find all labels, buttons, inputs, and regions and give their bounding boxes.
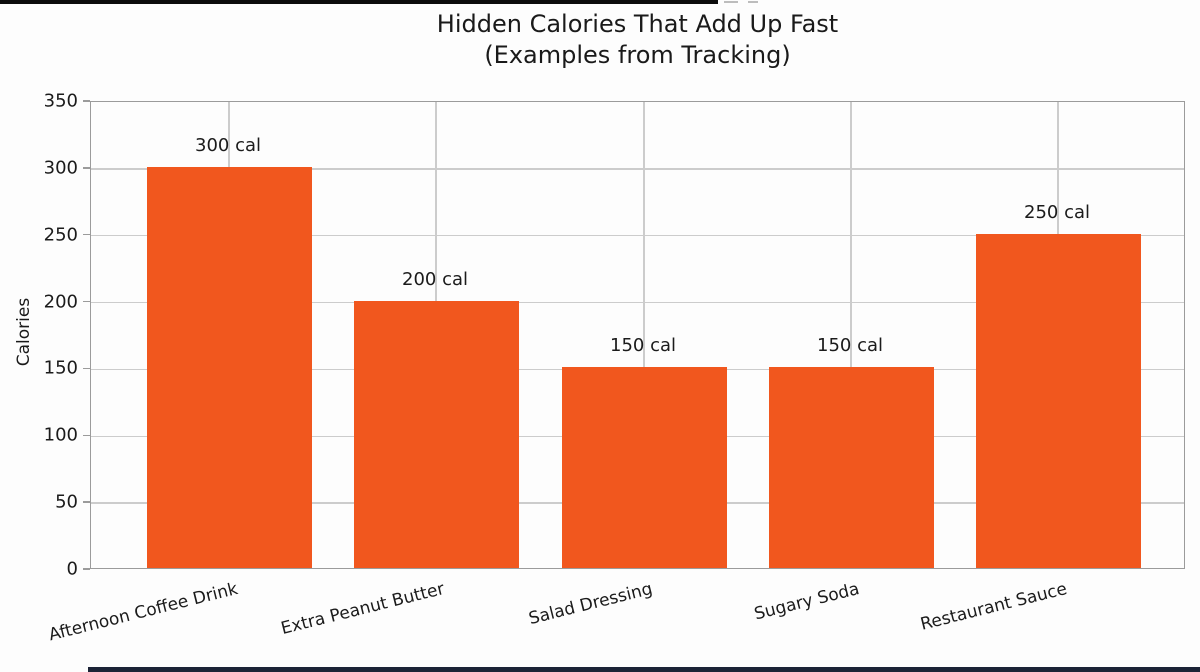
- y-tick-mark: [83, 100, 90, 102]
- x-tick-label: Afternoon Coffee Drink: [46, 579, 240, 646]
- bar: [353, 300, 519, 568]
- bar: [768, 367, 934, 568]
- x-tick-label: Sugary Soda: [752, 579, 862, 625]
- chart-title-line2: (Examples from Tracking): [484, 41, 791, 69]
- y-axis-label: Calories: [14, 297, 34, 367]
- y-tick-mark: [83, 233, 90, 236]
- y-tick-label: 350: [43, 90, 78, 112]
- y-tick-label: 50: [55, 491, 78, 513]
- bottom-edge-strip: [88, 667, 1200, 672]
- y-tick-mark: [83, 167, 90, 169]
- y-tick-mark: [83, 434, 90, 437]
- y-tick-label: 0: [66, 558, 78, 580]
- bar: [146, 166, 312, 568]
- y-tick-mark: [83, 300, 90, 303]
- y-tick-label: 250: [43, 224, 78, 246]
- y-tick-label: 200: [43, 291, 78, 313]
- gridline-vertical: [643, 102, 645, 568]
- top-edge-strip: [0, 0, 718, 4]
- plot-area: [90, 101, 1185, 569]
- bar-value-label: 300 cal: [194, 134, 262, 156]
- top-edge-dash: [748, 1, 758, 3]
- top-edge-dash: [724, 1, 738, 3]
- y-tick-mark: [83, 367, 90, 370]
- y-tick-mark: [83, 501, 90, 503]
- bar-value-label: 250 cal: [1023, 201, 1091, 223]
- bar-value-label: 150 cal: [609, 335, 677, 357]
- bar: [561, 367, 727, 568]
- x-tick-label: Restaurant Sauce: [918, 579, 1069, 635]
- bar-value-label: 200 cal: [401, 268, 469, 290]
- x-tick-label: Salad Dressing: [527, 579, 655, 630]
- y-tick-label: 100: [43, 424, 78, 446]
- x-tick-label: Extra Peanut Butter: [279, 579, 447, 639]
- bar: [975, 233, 1141, 568]
- y-tick-label: 300: [43, 157, 78, 179]
- chart-title-line1: Hidden Calories That Add Up Fast: [436, 10, 839, 38]
- y-tick-label: 150: [43, 357, 78, 379]
- gridline-horizontal: [91, 301, 1184, 304]
- gridline-vertical: [850, 102, 852, 568]
- gridline-horizontal: [91, 234, 1184, 237]
- chart-title: Hidden Calories That Add Up Fast (Exampl…: [90, 9, 1185, 71]
- gridline-horizontal: [91, 168, 1184, 170]
- y-tick-mark: [83, 568, 90, 570]
- bar-value-label: 150 cal: [816, 335, 884, 357]
